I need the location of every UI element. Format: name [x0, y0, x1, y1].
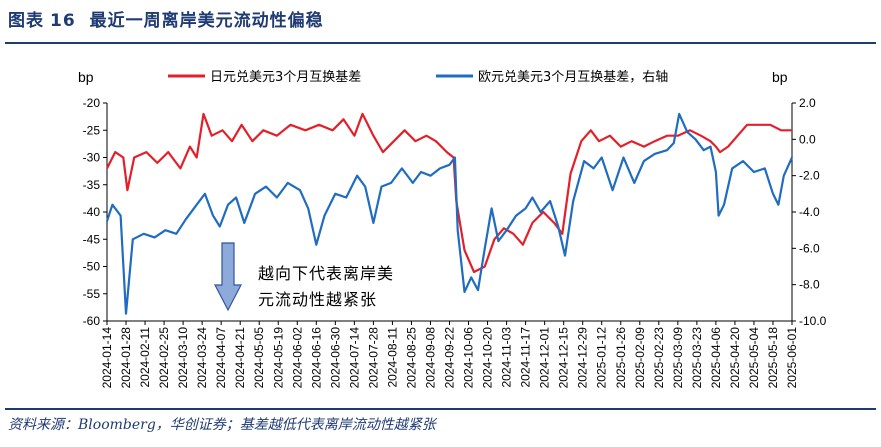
jpy-basis-line: [106, 112, 792, 274]
x-tick-label: 2024-06-02: [290, 327, 304, 389]
left-tick-label: -50: [83, 260, 101, 274]
x-tick-label: 2025-05-04: [747, 327, 761, 389]
left-tick-label: -25: [83, 123, 101, 137]
x-tick-label: 2024-11-03: [500, 327, 514, 388]
left-tick-label: -40: [83, 205, 101, 219]
left-tick-label: -55: [83, 287, 101, 301]
legend-label-eur: 欧元兑美元3个月互换基差，右轴: [478, 70, 668, 85]
x-tick-label: 2025-05-18: [766, 327, 780, 389]
x-tick-label: 2024-01-14: [100, 327, 114, 389]
x-tick-label: 2024-01-28: [119, 327, 133, 389]
x-tick-label: 2025-04-06: [709, 327, 723, 389]
annotation-line-2: 元流动性越紧张: [258, 290, 377, 309]
eur-basis-line: [105, 112, 794, 315]
right-axis-unit: bp: [772, 69, 788, 85]
right-tick-label: 0.0: [799, 132, 816, 146]
footer-divider: [5, 408, 876, 410]
x-tick-label: 2025-02-09: [633, 327, 647, 389]
left-tick-label: -35: [83, 178, 101, 192]
x-tick-label: 2025-04-20: [728, 327, 742, 389]
right-tick-label: -6.0: [799, 241, 820, 255]
right-tick-label: -10.0: [799, 314, 827, 328]
x-tick-label: 2024-03-24: [195, 327, 209, 389]
x-tick-label: 2024-05-05: [252, 327, 266, 389]
chart-number: 16: [50, 11, 76, 31]
x-tick-label: 2025-01-12: [595, 327, 609, 389]
x-tick-label: 2025-03-09: [671, 327, 685, 389]
left-axis-unit: bp: [78, 69, 94, 85]
x-tick-label: 2025-06-01: [785, 327, 799, 389]
x-tick-label: 2025-02-23: [652, 327, 666, 389]
left-tick-label: -30: [83, 151, 101, 165]
x-tick-label: 2024-12-15: [557, 327, 571, 389]
x-tick-label: 2024-06-30: [328, 327, 342, 389]
down-arrow-icon: [214, 242, 242, 312]
chart-title-text: 最近一周离岸美元流动性偏稳: [89, 11, 324, 31]
x-tick-label: 2024-12-29: [576, 327, 590, 389]
x-tick-label: 2024-07-28: [366, 327, 380, 389]
x-tick-label: 2024-08-11: [385, 327, 399, 388]
x-tick-label: 2024-10-20: [481, 327, 495, 389]
x-tick-label: 2024-06-16: [309, 327, 323, 389]
x-tick-label: 2024-05-19: [271, 327, 285, 389]
x-tick-label: 2024-09-22: [443, 327, 457, 389]
legend-label-jpy: 日元兑美元3个月互换基差: [210, 70, 361, 85]
x-tick-label: 2024-07-14: [347, 327, 361, 389]
chart-axes: -20 -25 -30 -35 -40 -45 -50 -55 -60 2.0 0.0 -2.0 -4.…: [78, 69, 827, 388]
chart-legend: 日元兑美元3个月互换基差 欧元兑美元3个月互换基差，右轴: [168, 70, 668, 85]
x-tick-label: 2024-09-08: [423, 327, 437, 389]
title-divider: [5, 42, 876, 44]
right-tick-label: -4.0: [799, 205, 820, 219]
x-tick-label: 2024-11-17: [519, 327, 533, 388]
x-tick-label: 2024-08-25: [404, 327, 418, 389]
annotation-line-1: 越向下代表离岸美: [258, 264, 394, 283]
x-tick-label: 2024-03-10: [176, 327, 190, 389]
right-tick-label: -2.0: [799, 169, 820, 183]
x-tick-label: 2024-02-11: [138, 327, 152, 388]
x-tick-label: 2024-04-07: [214, 327, 228, 389]
chart-title: 图表 16 最近一周离岸美元流动性偏稳: [8, 6, 324, 31]
left-tick-label: -60: [83, 314, 101, 328]
x-tick-label: 2024-04-21: [233, 327, 247, 389]
chart-title-prefix: 图表: [8, 11, 44, 31]
x-tick-label: 2024-12-01: [538, 327, 552, 389]
chart-series: [105, 112, 794, 315]
left-tick-label: -20: [83, 96, 101, 110]
left-tick-label: -45: [83, 232, 101, 246]
x-tick-label: 2025-03-23: [690, 327, 704, 389]
x-tick-label: 2024-02-25: [157, 327, 171, 389]
x-tick-label: 2025-01-26: [614, 327, 628, 389]
right-tick-label: 2.0: [799, 96, 816, 110]
x-tick-label: 2024-10-06: [462, 327, 476, 389]
source-note: 资料来源：Bloomberg，华创证券；基差越低代表离岸流动性越紧张: [8, 417, 436, 433]
right-tick-label: -8.0: [799, 278, 820, 292]
